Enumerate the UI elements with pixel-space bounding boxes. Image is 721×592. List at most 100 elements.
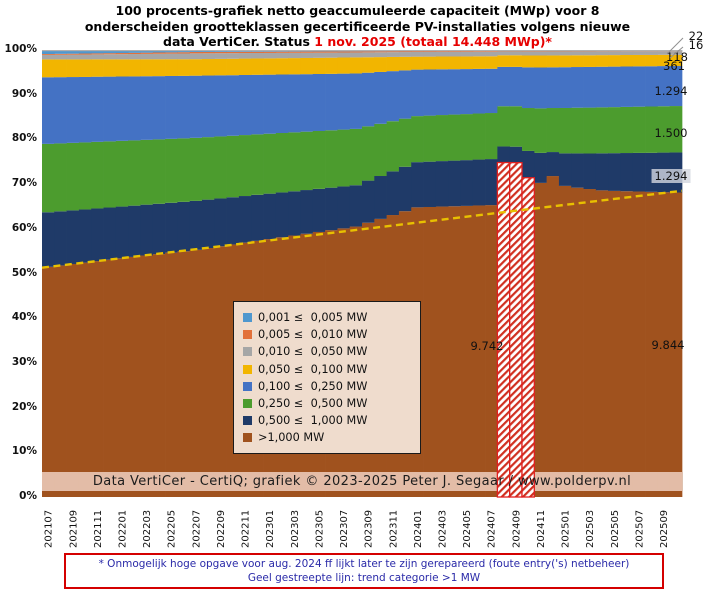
cat-0050-0100-band [140, 59, 154, 77]
cat-0010-0050-band [386, 52, 400, 57]
cat-gt-1000-band [620, 191, 634, 497]
cat-0250-0500-band [128, 140, 141, 206]
cat-0010-0050-band [497, 51, 511, 56]
cat-0010-0050-band [411, 51, 424, 57]
x-tick-label: 202503 [585, 510, 596, 548]
cat-0005-0010-band [275, 51, 289, 53]
anomaly-value-label: 9.742 [470, 339, 504, 353]
legend-swatch [243, 433, 252, 443]
cat-0010-0050-band [595, 51, 609, 56]
chart-title-status: data VertiCer. Status [163, 34, 315, 49]
cat-0010-0050-band [608, 51, 621, 56]
cat-0500-1000-band [128, 205, 141, 257]
cat-0100-0250-band [78, 76, 92, 143]
cat-0250-0500-band [238, 135, 252, 197]
cat-0050-0100-band [312, 57, 326, 74]
cat-0250-0500-band [669, 106, 683, 153]
cat-0250-0500-band [546, 108, 560, 153]
cat-gt-1000-band [669, 192, 683, 497]
cat-0500-1000-band [386, 171, 400, 216]
cat-gt-1000-band [78, 262, 92, 497]
cat-0050-0100-band [300, 57, 314, 75]
cat-0005-0010-band [165, 52, 178, 54]
cat-0250-0500-band [78, 142, 92, 210]
cat-gt-1000-band [546, 176, 560, 498]
legend-item: 0,005 ≤ 0,010 MW [243, 326, 411, 343]
cat-0250-0500-band [177, 138, 191, 202]
x-tick-label: 202507 [634, 510, 645, 548]
cat-0010-0050-band [288, 52, 301, 59]
footnote-line1: * Onmogelijk hoge opgave voor aug. 2024 … [98, 558, 630, 570]
cat-0250-0500-band [509, 106, 523, 147]
cat-0500-1000-band [115, 206, 129, 259]
cat-0100-0250-band [645, 66, 658, 107]
cat-0005-0010-band [472, 50, 486, 52]
cat-0050-0100-band [337, 57, 351, 74]
cat-0050-0100-band [571, 55, 584, 68]
cat-0050-0100-band [177, 59, 191, 76]
cat-0100-0250-band [325, 73, 338, 131]
cat-0500-1000-band [509, 146, 523, 163]
cat-0250-0500-band [435, 115, 449, 162]
legend-swatch [243, 330, 252, 340]
cat-0500-1000-band [78, 209, 92, 263]
cat-0100-0250-band [411, 69, 424, 117]
cat-0050-0100-band [103, 59, 117, 77]
cat-0100-0250-band [165, 75, 178, 139]
cat-0050-0100-band [411, 56, 424, 70]
cat-0100-0250-band [423, 69, 437, 116]
cat-0005-0010-band [460, 51, 474, 52]
cat-0100-0250-band [177, 75, 191, 139]
cat-0100-0250-band [288, 74, 301, 133]
cat-0010-0050-band [448, 51, 461, 57]
cat-0500-1000-band [202, 199, 215, 248]
cat-0250-0500-band [226, 135, 240, 198]
anomaly-hatched-bar [509, 161, 523, 498]
cat-0100-0250-band [374, 71, 387, 124]
cat-0001-0005-band [78, 50, 92, 54]
cat-0500-1000-band [558, 153, 572, 186]
cat-0050-0100-band [669, 54, 683, 67]
cat-0250-0500-band [411, 116, 424, 163]
band-value-label: 9.844 [651, 338, 685, 352]
x-tick-label: 202501 [561, 510, 572, 548]
cat-0500-1000-band [177, 201, 191, 252]
cat-0250-0500-band [251, 134, 264, 195]
cat-0500-1000-band [435, 161, 449, 207]
cat-0010-0050-band [509, 51, 523, 56]
x-tick-label: 202201 [118, 510, 129, 548]
footnote-box: * Onmogelijk hoge opgave voor aug. 2024 … [64, 553, 664, 589]
cat-0010-0050-band [522, 51, 535, 56]
cat-0050-0100-band [435, 56, 449, 70]
cat-0050-0100-band [472, 56, 486, 69]
cat-0010-0050-band [263, 52, 277, 59]
cat-0005-0010-band [423, 51, 437, 52]
trendline-gt-1mw [41, 189, 683, 269]
cat-0100-0250-band [608, 66, 621, 108]
cat-gt-1000-band [645, 191, 658, 497]
cat-gt-1000-band [54, 265, 67, 497]
cat-0250-0500-band [103, 141, 117, 208]
cat-0005-0010-band [54, 53, 67, 55]
legend-item: 0,100 ≤ 0,250 MW [243, 378, 411, 395]
cat-0100-0250-band [362, 72, 375, 127]
x-tick-label: 202505 [610, 510, 621, 548]
cat-0010-0050-band [435, 51, 449, 57]
cat-0250-0500-band [42, 143, 55, 213]
cat-0050-0100-band [54, 59, 67, 78]
cat-0001-0005-band [66, 50, 80, 54]
cat-0005-0010-band [374, 51, 387, 53]
cat-0010-0050-band [571, 51, 584, 56]
cat-0100-0250-band [534, 67, 547, 109]
cat-0250-0500-band [263, 133, 277, 194]
cat-gt-1000-band [485, 205, 498, 498]
band-value-label: 1.500 [654, 126, 688, 140]
cat-0010-0050-band [177, 53, 191, 60]
x-tick-label: 202509 [659, 510, 670, 548]
cat-0050-0100-band [620, 55, 634, 67]
y-tick-label: 90% [11, 87, 37, 100]
cat-0250-0500-band [657, 106, 671, 153]
cat-0010-0050-band [54, 54, 67, 60]
cat-0010-0050-band [226, 53, 240, 59]
chart-title-line1: 100 procents-grafiek netto geaccumuleerd… [115, 3, 600, 18]
